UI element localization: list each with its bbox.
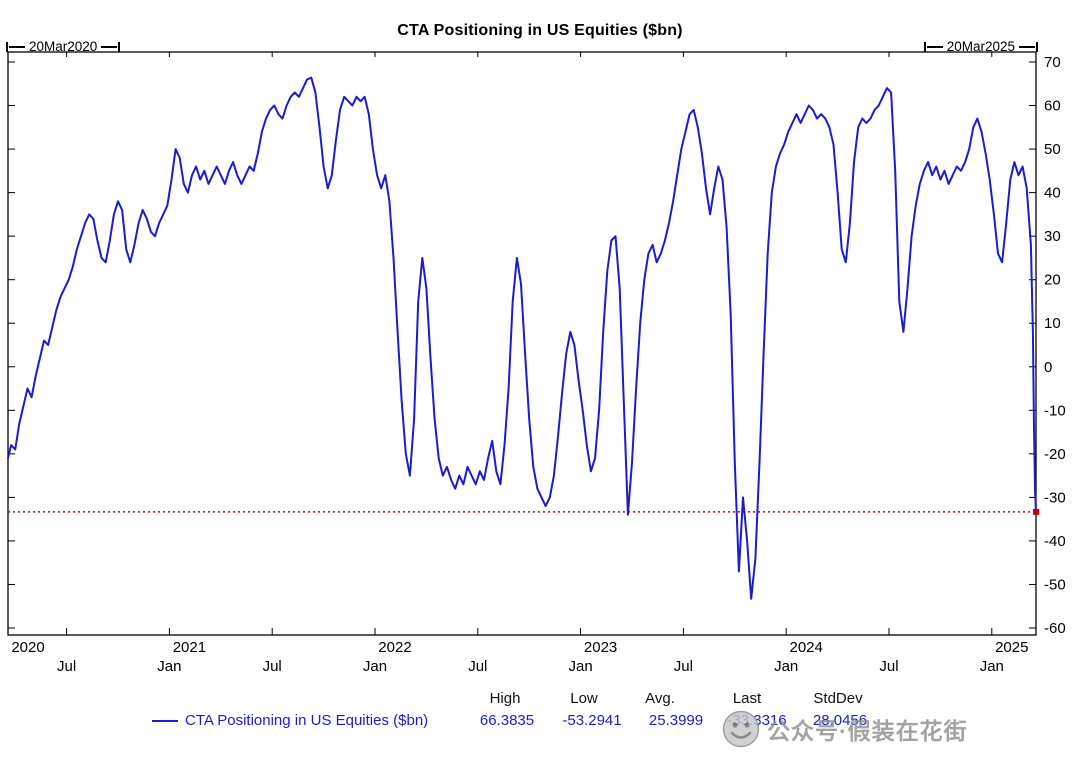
y-axis-tick-label: -60 <box>1044 620 1066 637</box>
range-start-label: 20Mar2020 <box>29 39 98 54</box>
x-axis-month-label: Jul <box>263 658 282 675</box>
series-line-sample-icon <box>152 719 178 722</box>
range-cap <box>923 41 926 52</box>
y-axis-tick-label: 10 <box>1044 315 1061 332</box>
range-dash <box>9 45 25 48</box>
x-axis-month-label: Jul <box>57 658 76 675</box>
y-axis-tick-label: 60 <box>1044 98 1061 115</box>
x-axis-year-label: 2021 <box>173 639 206 656</box>
range-end: 20Mar2025 <box>923 39 1038 54</box>
y-axis-tick-label: 70 <box>1044 54 1061 71</box>
y-axis-tick-label: -30 <box>1044 489 1066 506</box>
range-cap <box>118 41 121 52</box>
range-end-label: 20Mar2025 <box>946 39 1015 54</box>
y-axis-tick-label: 50 <box>1044 141 1061 158</box>
y-axis-tick-label: -40 <box>1044 533 1066 550</box>
stat-header-stddev: StdDev <box>813 690 863 707</box>
range-start: 20Mar2020 <box>6 39 121 54</box>
range-dash <box>1019 45 1035 48</box>
stat-header-avg: Avg. <box>645 690 675 707</box>
x-axis-month-label: Jan <box>774 658 798 675</box>
chart-title: CTA Positioning in US Equities ($bn) <box>397 22 683 39</box>
y-axis-tick-label: -20 <box>1044 446 1066 463</box>
watermark-face-icon <box>722 710 760 748</box>
range-dash <box>926 45 943 48</box>
range-cap <box>6 41 8 52</box>
x-axis-year-label: 2025 <box>995 639 1028 656</box>
x-axis-month-label: Jul <box>879 658 898 675</box>
stat-value-high: 66.3835 <box>479 712 535 729</box>
x-axis-month-label: Jan <box>363 658 387 675</box>
stat-header-last: Last <box>732 690 762 707</box>
x-axis-year-label: 2023 <box>584 639 617 656</box>
watermark: 公众号·假装在花街 <box>722 710 968 748</box>
line-chart: 70 60 50 40 30 20 10 0 -10 -20 -30 -40 -50 -60 Jul Jan J… <box>7 51 1066 675</box>
last-point-marker <box>1033 508 1039 515</box>
x-axis-month-label: Jan <box>157 658 181 675</box>
series-legend: CTA Positioning in US Equities ($bn) <box>152 712 428 729</box>
x-axis-year-label: 2024 <box>790 639 823 656</box>
x-axis-year-label: 2022 <box>378 639 411 656</box>
y-axis-tick-label: 0 <box>1044 359 1052 376</box>
x-axis-month-label: Jul <box>674 658 693 675</box>
x-axis-month-label: Jan <box>980 658 1004 675</box>
series-legend-label: CTA Positioning in US Equities ($bn) <box>185 712 429 729</box>
y-axis-tick-label: 40 <box>1044 185 1061 202</box>
cta-series-line <box>7 76 1037 600</box>
stat-header-low: Low <box>570 690 598 707</box>
stat-header-high: High <box>489 690 521 707</box>
stat-value-low: -53.2941 <box>562 712 622 729</box>
y-axis-tick-label: 20 <box>1044 272 1061 289</box>
range-cap <box>1036 41 1038 52</box>
y-axis-tick-label: -50 <box>1044 576 1066 593</box>
plot-frame <box>7 51 1037 636</box>
x-axis-month-label: Jan <box>569 658 593 675</box>
x-axis-year-label: 2020 <box>11 639 44 656</box>
stat-value-stddev: 28.0456 <box>812 712 868 729</box>
y-axis-tick-label: 30 <box>1044 228 1061 245</box>
y-axis-tick-label: -10 <box>1044 402 1066 419</box>
stat-value-avg: 25.3999 <box>648 712 704 729</box>
watermark-text: 公众号·假装在花街 <box>767 718 968 744</box>
range-dash <box>101 45 118 48</box>
x-axis-month-label: Jul <box>468 658 487 675</box>
